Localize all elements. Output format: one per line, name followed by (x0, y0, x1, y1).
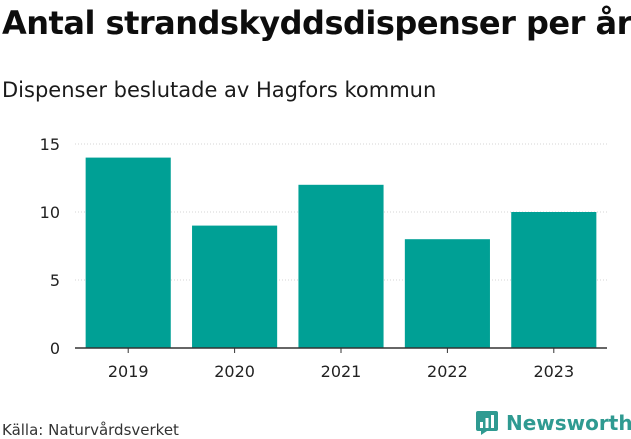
bar-2020 (192, 225, 278, 348)
chart-subtitle: Dispenser beslutade av Hagfors kommun (2, 78, 437, 102)
bar-chart: 0 5 10 15 2019 2020 2021 2022 2023 (40, 135, 607, 381)
x-tick-label-2020: 2020 (214, 362, 255, 381)
y-axis-labels: 0 5 10 15 (40, 135, 60, 358)
bar-2023 (511, 212, 597, 348)
bar-2019 (85, 157, 171, 348)
chart-title: Antal strandskyddsdispenser per år (2, 4, 631, 42)
bars (85, 157, 597, 348)
bar-2021 (298, 184, 384, 348)
brand-logo-lockup: Newsworthy (475, 410, 631, 436)
y-tick-label: 0 (50, 339, 60, 358)
newsworthy-logo-icon (476, 411, 498, 435)
x-tick-label-2019: 2019 (108, 362, 149, 381)
x-tick-label-2022: 2022 (427, 362, 468, 381)
y-tick-label: 15 (40, 135, 60, 154)
brand-name: Newsworthy (506, 411, 631, 435)
x-axis-labels: 2019 2020 2021 2022 2023 (108, 348, 574, 381)
x-tick-label-2021: 2021 (321, 362, 362, 381)
y-tick-label: 5 (50, 271, 60, 290)
bar-2022 (404, 239, 490, 348)
x-tick-label-2023: 2023 (533, 362, 574, 381)
y-tick-label: 10 (40, 203, 60, 222)
source-note: Källa: Naturvårdsverket (2, 421, 179, 439)
